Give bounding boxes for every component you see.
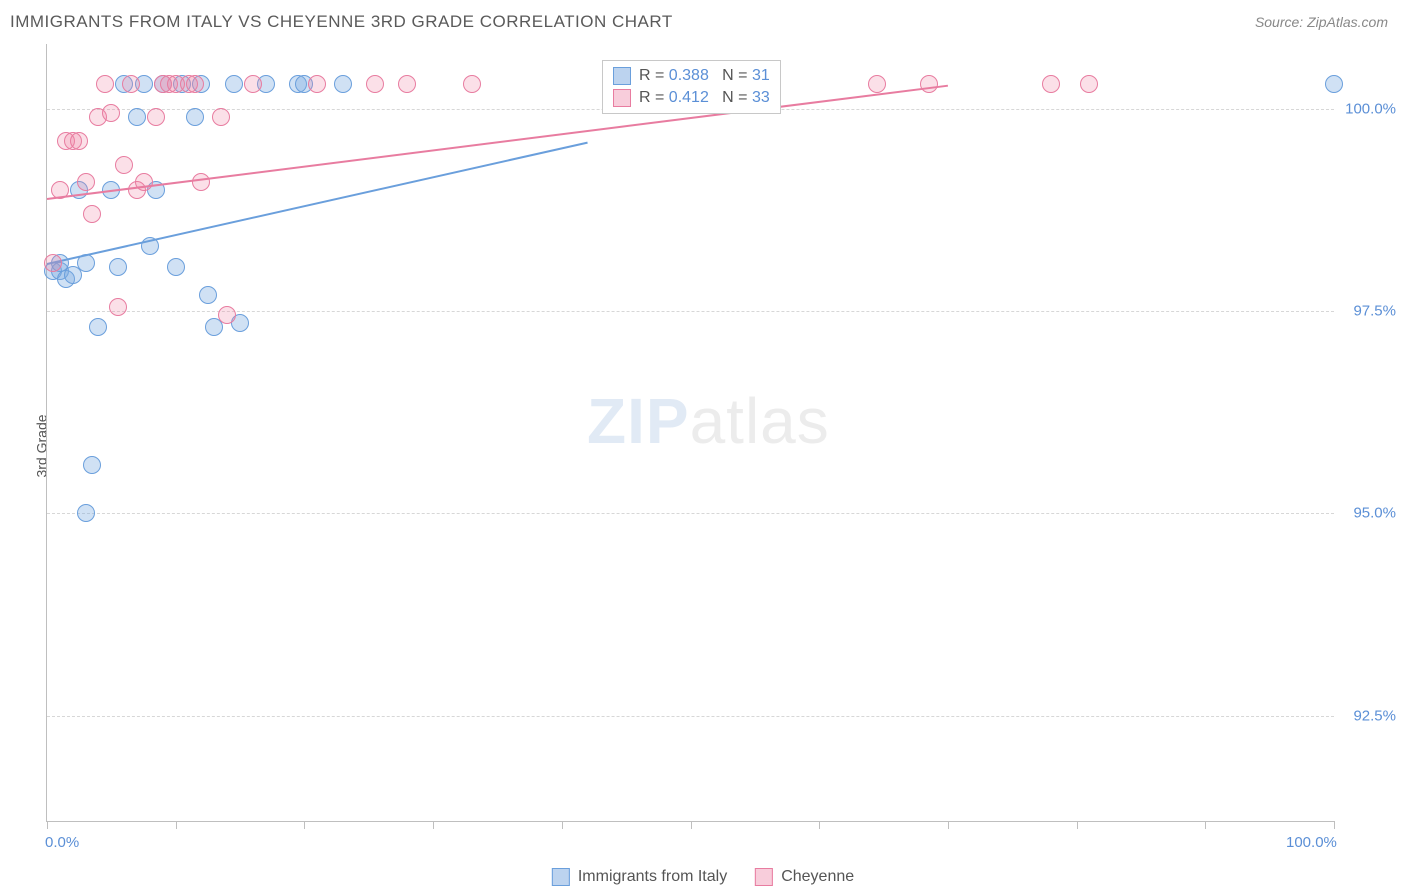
data-point bbox=[186, 75, 204, 93]
data-point bbox=[44, 254, 62, 272]
data-point bbox=[1080, 75, 1098, 93]
data-point bbox=[920, 75, 938, 93]
x-tick bbox=[691, 821, 692, 829]
y-tick-label: 95.0% bbox=[1353, 505, 1396, 522]
y-tick-label: 92.5% bbox=[1353, 707, 1396, 724]
data-point bbox=[225, 75, 243, 93]
data-point bbox=[199, 286, 217, 304]
stats-text: R = 0.388 N = 31 bbox=[639, 67, 770, 85]
data-point bbox=[83, 205, 101, 223]
data-point bbox=[167, 258, 185, 276]
data-point bbox=[115, 156, 133, 174]
x-tick bbox=[1334, 821, 1335, 829]
data-point bbox=[192, 173, 210, 191]
data-point bbox=[96, 75, 114, 93]
plot-area: 92.5%95.0%97.5%100.0%0.0%100.0%ZIPatlasR… bbox=[46, 44, 1334, 822]
gridline bbox=[47, 513, 1334, 514]
x-tick bbox=[47, 821, 48, 829]
stats-row: R = 0.412 N = 33 bbox=[613, 87, 770, 109]
trend-line bbox=[47, 84, 948, 199]
x-tick-label: 0.0% bbox=[45, 834, 79, 851]
legend-label: Immigrants from Italy bbox=[578, 868, 727, 886]
legend-swatch-pink bbox=[755, 868, 773, 886]
x-tick bbox=[176, 821, 177, 829]
x-tick bbox=[304, 821, 305, 829]
data-point bbox=[70, 132, 88, 150]
legend-item-cheyenne: Cheyenne bbox=[755, 868, 854, 886]
data-point bbox=[77, 173, 95, 191]
data-point bbox=[102, 104, 120, 122]
chart-title: IMMIGRANTS FROM ITALY VS CHEYENNE 3RD GR… bbox=[10, 12, 673, 32]
stats-text: R = 0.412 N = 33 bbox=[639, 89, 770, 107]
gridline bbox=[47, 311, 1334, 312]
data-point bbox=[1042, 75, 1060, 93]
x-tick bbox=[562, 821, 563, 829]
data-point bbox=[218, 306, 236, 324]
data-point bbox=[334, 75, 352, 93]
bottom-legend: Immigrants from Italy Cheyenne bbox=[552, 868, 854, 886]
gridline bbox=[47, 716, 1334, 717]
x-tick bbox=[1205, 821, 1206, 829]
legend-swatch-blue bbox=[552, 868, 570, 886]
data-point bbox=[244, 75, 262, 93]
data-point bbox=[366, 75, 384, 93]
x-tick bbox=[819, 821, 820, 829]
x-tick bbox=[433, 821, 434, 829]
data-point bbox=[398, 75, 416, 93]
data-point bbox=[83, 456, 101, 474]
data-point bbox=[186, 108, 204, 126]
legend-label: Cheyenne bbox=[781, 868, 854, 886]
data-point bbox=[109, 258, 127, 276]
chart-source: Source: ZipAtlas.com bbox=[1255, 14, 1388, 30]
legend-item-italy: Immigrants from Italy bbox=[552, 868, 727, 886]
y-tick-label: 100.0% bbox=[1345, 100, 1396, 117]
data-point bbox=[308, 75, 326, 93]
data-point bbox=[77, 504, 95, 522]
data-point bbox=[147, 108, 165, 126]
swatch-pink-icon bbox=[613, 89, 631, 107]
x-tick bbox=[1077, 821, 1078, 829]
data-point bbox=[128, 108, 146, 126]
x-tick-label: 100.0% bbox=[1286, 834, 1337, 851]
data-point bbox=[89, 318, 107, 336]
watermark: ZIPatlas bbox=[587, 384, 830, 458]
chart-header: IMMIGRANTS FROM ITALY VS CHEYENNE 3RD GR… bbox=[0, 0, 1406, 44]
data-point bbox=[1325, 75, 1343, 93]
x-tick bbox=[948, 821, 949, 829]
y-tick-label: 97.5% bbox=[1353, 303, 1396, 320]
data-point bbox=[463, 75, 481, 93]
stats-row: R = 0.388 N = 31 bbox=[613, 65, 770, 87]
stats-box: R = 0.388 N = 31 R = 0.412 N = 33 bbox=[602, 60, 781, 114]
swatch-blue-icon bbox=[613, 67, 631, 85]
data-point bbox=[109, 298, 127, 316]
data-point bbox=[122, 75, 140, 93]
data-point bbox=[868, 75, 886, 93]
data-point bbox=[212, 108, 230, 126]
